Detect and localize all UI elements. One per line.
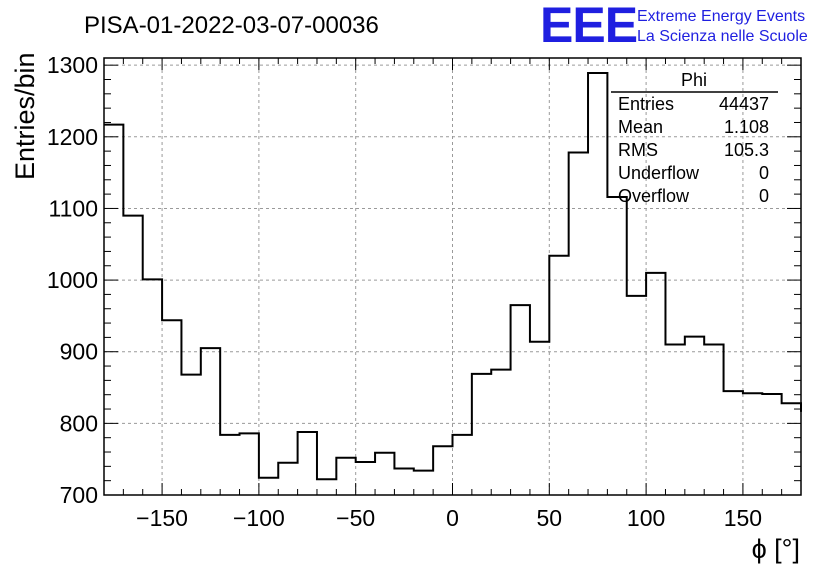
stats-label: RMS xyxy=(618,140,658,160)
x-tick-label: −50 xyxy=(336,505,375,531)
stats-value: 44437 xyxy=(719,94,769,114)
histogram-bin xyxy=(143,279,162,495)
histogram-bin xyxy=(356,462,375,495)
histogram-bin xyxy=(704,345,723,495)
histogram-bin xyxy=(472,374,491,495)
histogram-bin xyxy=(240,433,259,495)
histogram-series xyxy=(104,72,802,495)
histogram-bin xyxy=(724,391,743,495)
stats-label: Overflow xyxy=(618,186,690,206)
stats-value: 1.108 xyxy=(724,117,769,137)
logo-mark: EEE xyxy=(540,0,637,53)
histogram-bin xyxy=(511,305,530,495)
logo-line-1: Extreme Energy Events xyxy=(637,8,805,25)
histogram-bin xyxy=(123,216,142,495)
y-tick-label: 1300 xyxy=(47,52,98,78)
histogram-bin xyxy=(433,446,452,495)
chart-title: PISA-01-2022-03-07-00036 xyxy=(84,12,379,39)
histogram-bin xyxy=(336,458,355,495)
grid xyxy=(104,58,801,496)
histogram-bin xyxy=(278,463,297,495)
stats-value: 105.3 xyxy=(724,140,769,160)
x-tick-label: −150 xyxy=(136,505,188,531)
histogram-bin xyxy=(665,345,684,495)
histogram-bin xyxy=(762,394,781,495)
histogram-bin xyxy=(162,320,181,495)
stats-name: Phi xyxy=(681,70,707,90)
stats-box: Phi Entries 44437 Mean 1.108 RMS 105.3 U… xyxy=(611,70,778,206)
histogram-bin xyxy=(782,403,801,495)
histogram-bin xyxy=(394,468,413,495)
stats-label: Underflow xyxy=(618,163,700,183)
histogram-bin xyxy=(627,296,646,495)
histogram-bin xyxy=(317,479,336,495)
histogram-outline xyxy=(104,72,802,481)
y-tick-label: 800 xyxy=(60,410,98,436)
x-tick-label: 150 xyxy=(724,505,762,531)
histogram-bin xyxy=(259,478,278,495)
histogram-bin xyxy=(375,453,394,495)
y-tick-label: 900 xyxy=(60,339,98,365)
histogram-bin xyxy=(549,256,568,495)
histogram-bin xyxy=(414,471,433,495)
histogram-bin xyxy=(298,432,317,495)
histogram-bin xyxy=(453,435,472,495)
y-tick-label: 1000 xyxy=(47,267,98,293)
y-tick-label: 700 xyxy=(60,482,98,508)
histogram-bin xyxy=(685,337,704,495)
x-tick-label: −100 xyxy=(233,505,285,531)
axis-ticks: −150 −100 −50 0 50 100 150 700 800 900 1000 1100 120… xyxy=(47,52,801,531)
x-tick-label: 0 xyxy=(446,505,459,531)
logo-line-2: La Scienza nelle Scuole xyxy=(637,28,808,45)
histogram-bin xyxy=(607,197,626,495)
histogram-bin xyxy=(569,153,588,495)
stats-label: Entries xyxy=(618,94,674,114)
stats-label: Mean xyxy=(618,117,663,137)
x-tick-label: 100 xyxy=(627,505,665,531)
eee-logo: EEE Extreme Energy Events La Scienza nel… xyxy=(540,0,808,53)
histogram-bin xyxy=(743,393,762,495)
y-tick-label: 1100 xyxy=(49,195,98,221)
y-axis-title: Entries/bin xyxy=(10,52,40,180)
y-tick-label: 1200 xyxy=(47,124,98,150)
histogram-bin xyxy=(201,348,220,495)
histogram-bin xyxy=(646,273,665,495)
histogram-bin xyxy=(220,435,239,495)
stats-value: 0 xyxy=(759,186,769,206)
histogram-bin xyxy=(181,375,200,495)
x-axis-title: ϕ [°] xyxy=(752,534,800,564)
stats-value: 0 xyxy=(759,163,769,183)
histogram-bin xyxy=(491,370,510,495)
x-tick-label: 50 xyxy=(537,505,563,531)
histogram-bin xyxy=(530,342,549,495)
